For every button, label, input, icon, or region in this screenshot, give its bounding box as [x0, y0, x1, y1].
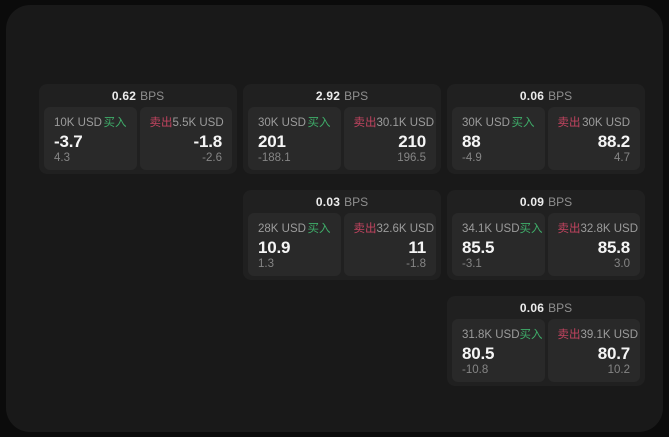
- quote-card[interactable]: 0.03 BPS 28K USD 买入 10.9 1.3 卖出 32.6K US…: [243, 190, 441, 280]
- app-window: 0.62 BPS 10K USD 买入 -3.7 4.3 卖出 5.5K USD: [6, 5, 663, 432]
- bps-unit-label: BPS: [548, 301, 573, 315]
- buy-sell-panels: 10K USD 买入 -3.7 4.3 卖出 5.5K USD -1.8 -2.…: [44, 107, 232, 170]
- buy-sell-panels: 34.1K USD 买入 85.5 -3.1 卖出 32.8K USD 85.8…: [452, 213, 640, 276]
- buy-panel[interactable]: 34.1K USD 买入 85.5 -3.1: [452, 213, 545, 276]
- sell-delta: 196.5: [397, 151, 426, 164]
- buy-side-label: 买入: [519, 329, 543, 341]
- buy-size: 31.8K USD: [462, 329, 520, 341]
- sell-delta: -2.6: [202, 151, 222, 164]
- sell-side-label: 卖出: [557, 329, 581, 341]
- buy-delta: -188.1: [258, 151, 291, 164]
- buy-size: 30K USD: [258, 117, 306, 129]
- buy-price: 10.9: [258, 237, 291, 257]
- bps-value: 0.03: [315, 195, 341, 209]
- sell-size: 30K USD: [582, 117, 630, 129]
- buy-price: 201: [258, 131, 286, 151]
- sell-panel[interactable]: 卖出 5.5K USD -1.8 -2.6: [139, 107, 232, 170]
- buy-sell-panels: 30K USD 买入 201 -188.1 卖出 30.1K USD 210 1…: [248, 107, 436, 170]
- sell-panel[interactable]: 卖出 30.1K USD 210 196.5: [343, 107, 436, 170]
- sell-price: 11: [408, 237, 426, 257]
- bps-value: 0.09: [519, 195, 545, 209]
- sell-panel[interactable]: 卖出 32.6K USD 11 -1.8: [343, 213, 436, 276]
- buy-panel[interactable]: 31.8K USD 买入 80.5 -10.8: [452, 319, 545, 382]
- buy-delta: 4.3: [54, 151, 70, 164]
- bps-value: 0.06: [519, 89, 545, 103]
- buy-size: 28K USD: [258, 223, 306, 235]
- sell-panel[interactable]: 卖出 32.8K USD 85.8 3.0: [547, 213, 640, 276]
- sell-delta: 10.2: [607, 363, 630, 376]
- buy-sell-panels: 31.8K USD 买入 80.5 -10.8 卖出 39.1K USD 80.…: [452, 319, 640, 382]
- bps-value: 0.06: [519, 301, 545, 315]
- buy-side-label: 买入: [307, 117, 331, 129]
- bps-unit-label: BPS: [344, 89, 369, 103]
- quote-card[interactable]: 2.92 BPS 30K USD 买入 201 -188.1 卖出 30.1K …: [243, 84, 441, 174]
- quote-card-grid: 0.62 BPS 10K USD 买入 -3.7 4.3 卖出 5.5K USD: [39, 84, 645, 386]
- bps-unit-label: BPS: [548, 195, 573, 209]
- sell-size: 32.8K USD: [580, 223, 639, 235]
- sell-panel[interactable]: 卖出 30K USD 88.2 4.7: [547, 107, 640, 170]
- card-header: 0.06 BPS: [447, 296, 645, 317]
- buy-size: 10K USD: [54, 117, 102, 129]
- bps-unit-label: BPS: [548, 89, 573, 103]
- sell-price: 88.2: [597, 131, 630, 151]
- sell-side-label: 卖出: [353, 117, 377, 129]
- buy-delta: -3.1: [462, 257, 482, 270]
- buy-panel[interactable]: 30K USD 买入 88 -4.9: [452, 107, 545, 170]
- sell-delta: -1.8: [406, 257, 426, 270]
- bps-value: 0.62: [111, 89, 137, 103]
- sell-price: -1.8: [193, 131, 223, 151]
- sell-delta: 3.0: [614, 257, 630, 270]
- buy-price: 88: [462, 131, 481, 151]
- buy-sell-panels: 28K USD 买入 10.9 1.3 卖出 32.6K USD 11 -1.8: [248, 213, 436, 276]
- quote-card[interactable]: 0.06 BPS 30K USD 买入 88 -4.9 卖出 30K USD: [447, 84, 645, 174]
- quote-card[interactable]: 0.62 BPS 10K USD 买入 -3.7 4.3 卖出 5.5K USD: [39, 84, 237, 174]
- buy-panel[interactable]: 28K USD 买入 10.9 1.3: [248, 213, 341, 276]
- sell-price: 210: [398, 131, 426, 151]
- buy-delta: -4.9: [462, 151, 482, 164]
- card-header: 0.62 BPS: [39, 84, 237, 105]
- buy-price: 85.5: [462, 237, 495, 257]
- buy-price: -3.7: [54, 131, 83, 151]
- buy-side-label: 买入: [511, 117, 535, 129]
- card-header: 0.03 BPS: [243, 190, 441, 211]
- sell-size: 39.1K USD: [580, 329, 639, 341]
- sell-side-label: 卖出: [557, 223, 581, 235]
- sell-panel[interactable]: 卖出 39.1K USD 80.7 10.2: [547, 319, 640, 382]
- bps-unit-label: BPS: [344, 195, 369, 209]
- buy-price: 80.5: [462, 343, 495, 363]
- card-header: 0.06 BPS: [447, 84, 645, 105]
- buy-panel[interactable]: 30K USD 买入 201 -188.1: [248, 107, 341, 170]
- buy-side-label: 买入: [103, 117, 127, 129]
- sell-side-label: 卖出: [557, 117, 581, 129]
- bps-value: 2.92: [315, 89, 341, 103]
- sell-side-label: 卖出: [149, 117, 173, 129]
- quote-card[interactable]: 0.09 BPS 34.1K USD 买入 85.5 -3.1 卖出 32.8K…: [447, 190, 645, 280]
- buy-size: 30K USD: [462, 117, 510, 129]
- sell-size: 30.1K USD: [376, 117, 435, 129]
- sell-size: 32.6K USD: [376, 223, 435, 235]
- bps-unit-label: BPS: [140, 89, 165, 103]
- card-header: 0.09 BPS: [447, 190, 645, 211]
- sell-delta: 4.7: [614, 151, 630, 164]
- sell-side-label: 卖出: [353, 223, 377, 235]
- quote-card[interactable]: 0.06 BPS 31.8K USD 买入 80.5 -10.8 卖出 39.1…: [447, 296, 645, 386]
- buy-delta: -10.8: [462, 363, 489, 376]
- buy-sell-panels: 30K USD 买入 88 -4.9 卖出 30K USD 88.2 4.7: [452, 107, 640, 170]
- card-header: 2.92 BPS: [243, 84, 441, 105]
- buy-panel[interactable]: 10K USD 买入 -3.7 4.3: [44, 107, 137, 170]
- buy-size: 34.1K USD: [462, 223, 520, 235]
- sell-size: 5.5K USD: [172, 117, 224, 129]
- sell-price: 85.8: [597, 237, 630, 257]
- sell-price: 80.7: [597, 343, 630, 363]
- buy-side-label: 买入: [307, 223, 331, 235]
- buy-delta: 1.3: [258, 257, 274, 270]
- buy-side-label: 买入: [519, 223, 543, 235]
